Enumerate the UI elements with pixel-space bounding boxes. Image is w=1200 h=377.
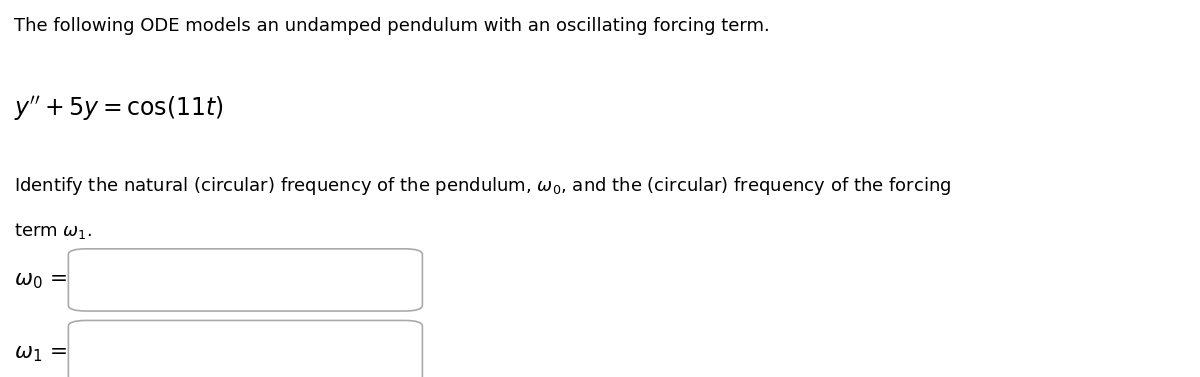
Text: $y''+5y = \cos(11t)$: $y''+5y = \cos(11t)$ <box>14 94 224 123</box>
Text: $\omega_0$ =: $\omega_0$ = <box>14 271 67 291</box>
Text: $\omega_1$ =: $\omega_1$ = <box>14 344 67 365</box>
Text: term $\omega_1$.: term $\omega_1$. <box>14 221 92 241</box>
Text: Identify the natural (circular) frequency of the pendulum, $\omega_0$, and the (: Identify the natural (circular) frequenc… <box>14 175 952 197</box>
Text: The following ODE models an undamped pendulum with an oscillating forcing term.: The following ODE models an undamped pen… <box>14 17 770 35</box>
